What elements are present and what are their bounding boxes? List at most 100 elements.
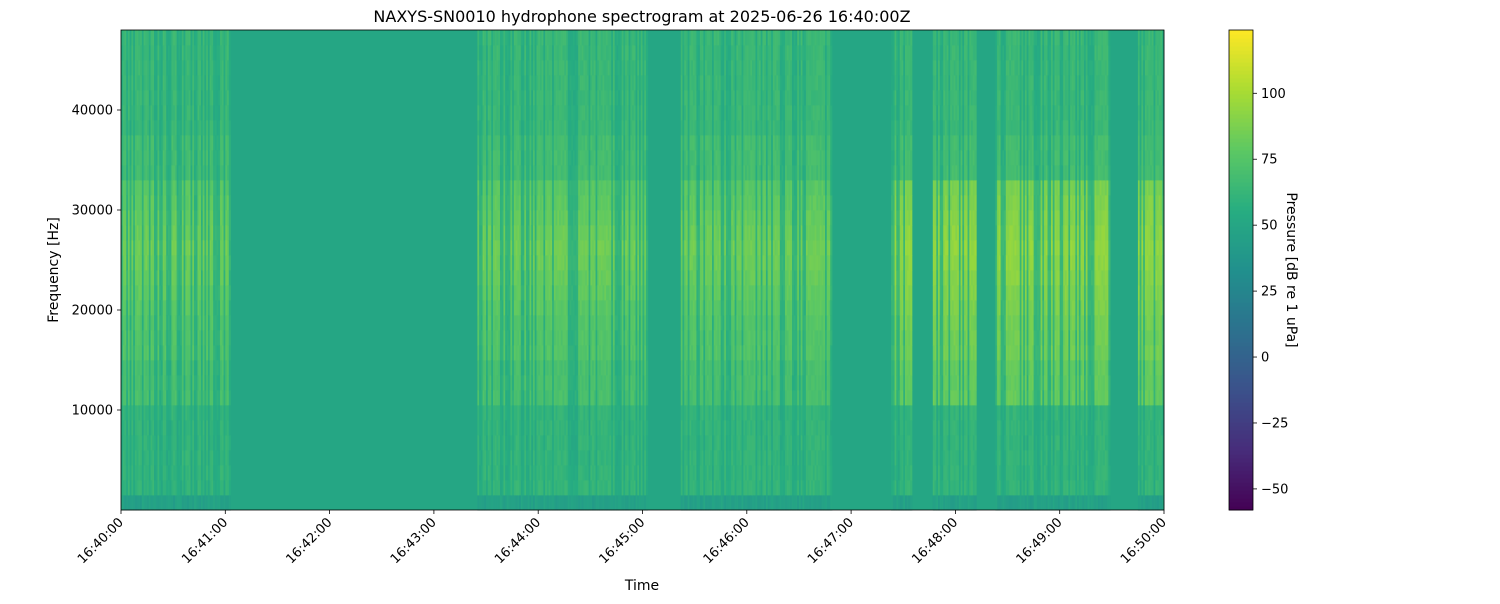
spectrogram-cell — [171, 60, 174, 76]
spectrogram-cell — [557, 315, 560, 331]
spectrogram-cell — [122, 135, 125, 151]
spectrogram-cell — [199, 315, 202, 331]
spectrogram-cell — [637, 30, 640, 46]
spectrogram-cell — [489, 405, 492, 421]
spectrogram-cell — [600, 135, 603, 151]
spectrogram-cell — [503, 285, 506, 301]
spectrogram-cell — [522, 300, 525, 316]
spectrogram-cell — [599, 330, 602, 346]
spectrogram-cell — [503, 420, 506, 436]
spectrogram-cell — [178, 120, 181, 136]
spectrogram-cell — [131, 495, 134, 511]
spectrogram-cell — [532, 495, 536, 511]
spectrogram-cell — [194, 495, 197, 511]
spectrogram-cell — [188, 255, 191, 271]
spectrogram-cell — [214, 480, 218, 496]
spectrogram-cell — [597, 420, 600, 436]
spectrogram-cell — [585, 270, 588, 286]
spectrogram-cell — [166, 210, 169, 226]
spectrogram-cell — [520, 30, 523, 46]
spectrogram-cell — [140, 45, 143, 61]
spectrogram-cell — [543, 165, 546, 181]
spectrogram-cell — [503, 465, 506, 481]
spectrogram-cell — [614, 45, 617, 61]
spectrogram-cell — [545, 300, 548, 316]
spectrogram-cell — [628, 270, 631, 286]
spectrogram-cell — [519, 195, 522, 211]
spectrogram-cell — [220, 90, 223, 106]
spectrogram-cell — [166, 270, 169, 286]
spectrogram-cell — [572, 360, 576, 376]
spectrogram-cell — [579, 405, 583, 421]
spectrogram-cell — [602, 240, 605, 256]
spectrogram-cell — [566, 120, 569, 136]
spectrogram-cell — [484, 465, 487, 481]
spectrogram-cell — [480, 210, 483, 226]
spectrogram-cell — [505, 255, 508, 271]
spectrogram-cell — [126, 165, 129, 181]
spectrogram-cell — [612, 120, 616, 136]
spectrogram-cell — [480, 225, 483, 241]
spectrogram-cell — [148, 30, 151, 46]
spectrogram-cell — [127, 105, 131, 121]
spectrogram-cell — [479, 30, 482, 46]
spectrogram-cell — [152, 330, 155, 346]
spectrogram-cell — [121, 345, 124, 361]
spectrogram-cell — [513, 330, 516, 346]
spectrogram-cell — [557, 225, 560, 241]
spectrogram-cell — [625, 330, 628, 346]
spectrogram-cell — [486, 390, 489, 406]
spectrogram-cell — [185, 285, 188, 301]
spectrogram-cell — [213, 345, 216, 361]
spectrogram-cell — [209, 285, 212, 301]
spectrogram-cell — [515, 480, 518, 496]
spectrogram-cell — [599, 285, 602, 301]
spectrogram-cell — [181, 405, 184, 421]
spectrogram-cell — [515, 315, 518, 331]
spectrogram-cell — [194, 360, 197, 376]
spectrogram-cell — [566, 45, 569, 61]
spectrogram-cell — [557, 60, 560, 76]
spectrogram-cell — [486, 105, 489, 121]
spectrogram-cell — [498, 60, 501, 76]
spectrogram-cell — [517, 420, 520, 436]
spectrogram-cell — [635, 30, 638, 46]
spectrogram-cell — [548, 225, 551, 241]
spectrogram-cell — [625, 300, 628, 316]
spectrogram-cell — [618, 420, 621, 436]
spectrogram-cell — [489, 195, 492, 211]
spectrogram-cell — [190, 495, 193, 511]
spectrogram-cell — [207, 90, 211, 106]
spectrogram-cell — [609, 60, 612, 76]
spectrogram-cell — [197, 330, 200, 346]
spectrogram-cell — [501, 300, 504, 316]
spectrogram-cell — [632, 150, 635, 166]
spectrogram-cell — [141, 105, 144, 121]
spectrogram-cell — [160, 270, 164, 286]
spectrogram-cell — [506, 210, 510, 226]
spectrogram-cell — [145, 150, 148, 166]
spectrogram-cell — [491, 210, 494, 226]
spectrogram-cell — [183, 135, 186, 151]
spectrogram-cell — [190, 480, 193, 496]
spectrogram-cell — [505, 90, 508, 106]
spectrogram-cell — [515, 120, 518, 136]
spectrogram-cell — [515, 60, 518, 76]
spectrogram-cell — [508, 120, 511, 136]
spectrogram-cell — [569, 150, 572, 166]
spectrogram-cell — [572, 240, 576, 256]
spectrogram-cell — [628, 135, 631, 151]
spectrogram-cell — [628, 120, 631, 136]
spectrogram-cell — [166, 60, 169, 76]
spectrogram-cell — [576, 150, 579, 166]
spectrogram-cell — [187, 450, 190, 466]
spectrogram-cell — [606, 225, 609, 241]
spectrogram-cell — [202, 255, 205, 271]
spectrogram-cell — [574, 45, 577, 61]
spectrogram-cell — [501, 90, 504, 106]
spectrogram-cell — [616, 240, 619, 256]
spectrogram-cell — [548, 495, 551, 511]
spectrogram-cell — [216, 225, 219, 241]
spectrogram-cell — [480, 120, 483, 136]
spectrogram-cell — [555, 210, 558, 226]
